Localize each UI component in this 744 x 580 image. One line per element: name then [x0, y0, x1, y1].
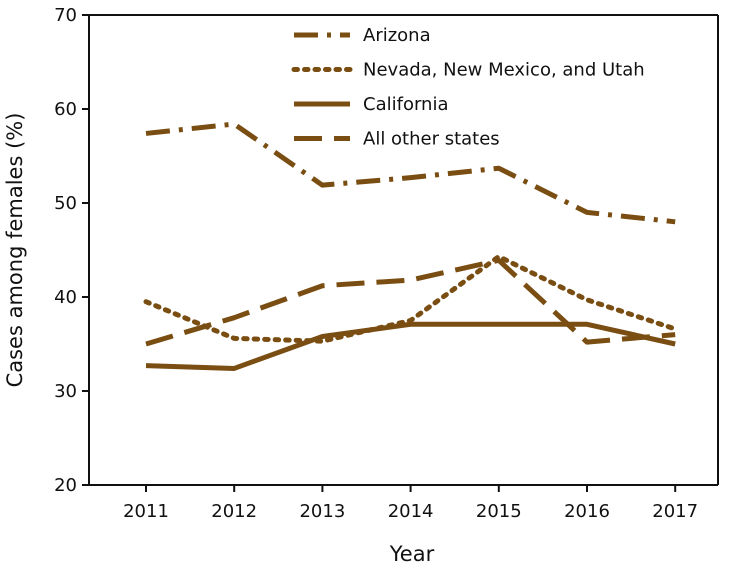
legend-label: All other states [363, 129, 500, 150]
axes [88, 14, 719, 486]
x-tick-label: 2016 [564, 501, 610, 522]
x-tick-label: 2014 [388, 501, 434, 522]
y-tick-label: 50 [54, 193, 77, 214]
legend-label: Nevada, New Mexico, and Utah [363, 60, 645, 81]
y-axis-title: Cases among females (%) [3, 113, 27, 388]
x-tick-label: 2017 [652, 501, 698, 522]
y-tick-label: 20 [54, 475, 77, 496]
legend-label: California [363, 94, 448, 115]
y-tick-label: 60 [54, 99, 77, 120]
x-tick-label: 2011 [123, 501, 169, 522]
series-line-nevada-new-mexico-and-utah [143, 254, 678, 344]
legend-label: Arizona [363, 25, 431, 46]
series-line-arizona [145, 121, 676, 225]
x-tick-label: 2012 [211, 501, 257, 522]
y-tick-label: 70 [54, 5, 77, 26]
legend: Arizona Nevada, New Mexico, and Utah Calif… [291, 25, 645, 150]
series-line-california [145, 321, 676, 371]
x-axis-title: Year [389, 542, 435, 566]
series-lines [143, 121, 678, 371]
y-tick-label: 40 [54, 287, 77, 308]
series-line-all-other-states [145, 257, 676, 347]
x-tick-label: 2013 [299, 501, 345, 522]
y-tick-label: 30 [54, 381, 77, 402]
x-tick-label: 2015 [476, 501, 522, 522]
x-ticks: 2011 2012 2013 2014 2015 2016 2017 [123, 485, 698, 522]
y-ticks: 20 30 40 50 60 70 [54, 5, 89, 496]
